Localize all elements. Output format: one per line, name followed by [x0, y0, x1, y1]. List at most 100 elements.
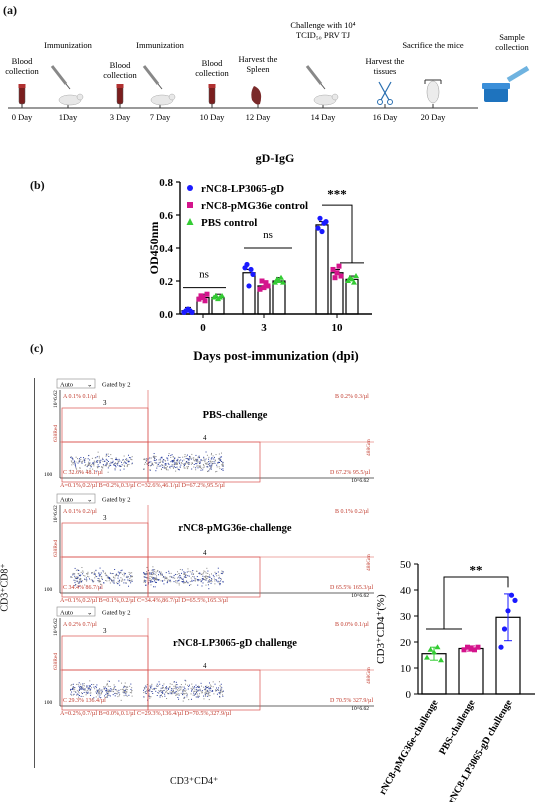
scatter-dot — [209, 576, 211, 578]
scatter-dot — [190, 458, 192, 460]
scatter-dot — [194, 690, 196, 692]
timeline-event-label: Challenge with 10⁴ — [290, 20, 355, 30]
scatter-dot — [178, 469, 180, 471]
scatter-dot — [178, 576, 180, 578]
scatter-dot — [85, 694, 87, 696]
scatter-dot — [117, 462, 119, 464]
scatter-dot — [188, 570, 190, 572]
scatter-dot — [193, 694, 195, 696]
scatter-dot — [210, 466, 212, 468]
scatter-dot — [184, 693, 186, 695]
scatter-dot — [79, 580, 81, 582]
scatter-dot — [113, 687, 115, 689]
scatter-dot — [131, 580, 133, 582]
scatter-dot — [145, 584, 147, 586]
scatter-dot — [219, 690, 221, 692]
scatter-dot — [154, 574, 156, 576]
scatter-dot — [219, 696, 221, 698]
spleen-icon — [251, 86, 262, 105]
scatter-dot — [145, 685, 147, 687]
scatter-dot — [211, 457, 213, 459]
scatter-dot — [125, 686, 127, 688]
scatter-dot — [154, 569, 156, 571]
scatter-dot — [199, 466, 201, 468]
scatter-dot — [70, 460, 72, 462]
scatter-dot — [123, 692, 125, 694]
scatter-dot — [97, 694, 99, 696]
y-max-label: 10^6.62 — [53, 505, 59, 523]
timeline-event-label: collection — [103, 70, 137, 80]
scatter-dot — [77, 462, 79, 464]
scatter-dot — [217, 458, 219, 460]
scatter-dot — [155, 582, 157, 584]
scatter-dot — [103, 688, 105, 690]
scatter-dot — [118, 692, 120, 694]
scatter-dot — [205, 689, 207, 691]
scatter-dot — [160, 690, 162, 692]
scatter-dot — [126, 458, 128, 460]
data-point — [434, 644, 441, 650]
scatter-dot — [84, 689, 86, 691]
scatter-dot — [179, 577, 181, 579]
scatter-dot — [185, 581, 187, 583]
data-point — [213, 292, 219, 298]
scatter-dot — [84, 461, 86, 463]
data-point — [189, 309, 195, 315]
scatter-dot — [159, 696, 161, 698]
scatter-dot — [87, 571, 89, 573]
scatter-dot — [202, 464, 204, 466]
scatter-dot — [116, 574, 118, 576]
scatter-dot — [204, 462, 206, 464]
scatter-dot — [125, 689, 127, 691]
scatter-dot — [127, 461, 129, 463]
scatter-dot — [183, 689, 185, 691]
scatter-dot — [78, 685, 80, 687]
scatter-dot — [207, 570, 209, 572]
scatter-dot — [212, 690, 214, 692]
scatter-dot — [117, 571, 119, 573]
scatter-dot — [155, 577, 157, 579]
scatter-dot — [113, 463, 115, 465]
scatter-dot — [168, 453, 170, 455]
scatter-dot — [210, 685, 212, 687]
scatter-dot — [173, 581, 175, 583]
scatter-dot — [175, 684, 177, 686]
scatter-dot — [222, 694, 224, 696]
scatter-dot — [184, 687, 186, 689]
scatter-dot — [197, 697, 199, 699]
scatter-dot — [175, 463, 177, 465]
scatter-dot — [114, 465, 116, 467]
scatter-dot — [193, 466, 195, 468]
scatter-dot — [94, 457, 96, 459]
scatter-dot — [72, 688, 74, 690]
scatter-dot — [106, 683, 108, 685]
scatter-dot — [222, 581, 224, 583]
scatter-dot — [123, 468, 125, 470]
scatter-dot — [107, 690, 109, 692]
scatter-dot — [165, 686, 167, 688]
scatter-dot — [220, 688, 222, 690]
scatter-dot — [76, 576, 78, 578]
scatter-dot — [149, 465, 151, 467]
scatter-dot — [144, 573, 146, 575]
scatter-dot — [184, 572, 186, 574]
scatter-dot — [121, 578, 123, 580]
scatter-dot — [151, 576, 153, 578]
scatter-dot — [162, 460, 164, 462]
scatter-dot — [187, 467, 189, 469]
scatter-dot — [181, 686, 183, 688]
scatter-dot — [128, 464, 130, 466]
scatter-dot — [148, 579, 150, 581]
scatter-dot — [219, 460, 221, 462]
scatter-dot — [124, 682, 126, 684]
scatter-dot — [124, 461, 126, 463]
scatter-dot — [93, 684, 95, 686]
scatter-dot — [200, 685, 202, 687]
scatter-dot — [148, 689, 150, 691]
scatter-dot — [158, 681, 160, 683]
scatter-dot — [87, 692, 89, 694]
scatter-dot — [150, 457, 152, 459]
scatter-dot — [144, 458, 146, 460]
scatter-dot — [202, 575, 204, 577]
scatter-dot — [143, 571, 145, 573]
